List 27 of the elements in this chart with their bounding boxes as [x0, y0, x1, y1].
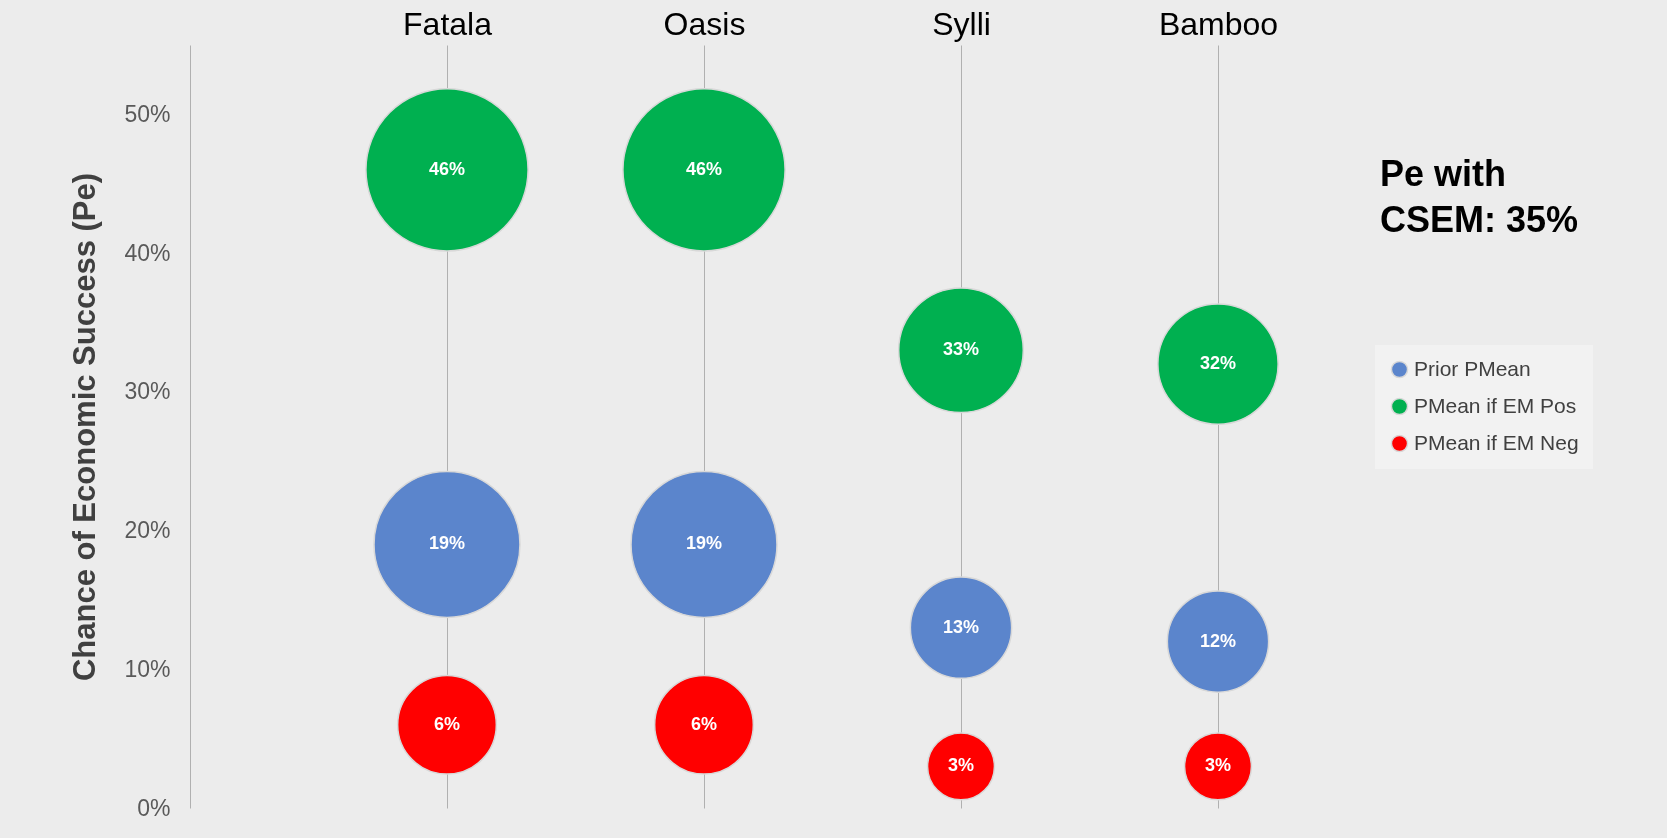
data-label: 3%: [1204, 755, 1232, 776]
y-tick-label: 30%: [124, 378, 171, 405]
data-label: 32%: [1199, 353, 1237, 374]
x-tick-label: Fatala: [403, 5, 493, 42]
data-label: 19%: [685, 533, 723, 554]
text: Pe with CSEM: 35%: [1380, 153, 1579, 240]
data-label: 46%: [428, 158, 466, 179]
data-label: 12%: [1199, 630, 1237, 651]
legend-label: PMean if EM Pos: [1414, 393, 1577, 417]
legend-label: Prior PMean: [1414, 356, 1531, 380]
y-tick-label: 20%: [124, 517, 171, 544]
x-tick-label: Oasis: [663, 5, 746, 42]
legend-label: PMean if EM Neg: [1414, 430, 1579, 454]
data-label: 6%: [690, 713, 718, 734]
y-tick-label: 50%: [124, 100, 171, 127]
data-label: 13%: [942, 616, 980, 637]
data-label: 46%: [685, 158, 723, 179]
data-label: 3%: [947, 755, 975, 776]
y-tick-label: 10%: [124, 655, 171, 682]
y-tick-label: 0%: [137, 794, 171, 821]
data-label: 6%: [433, 713, 461, 734]
y-axis-title: Chance of Economic Success (Pe): [67, 172, 103, 682]
data-label: 19%: [428, 533, 466, 554]
x-tick-label: Bamboo: [1158, 5, 1279, 42]
x-tick-label: Sylli: [932, 5, 991, 42]
data-label: 33%: [942, 339, 980, 360]
y-tick-label: 40%: [124, 239, 171, 266]
